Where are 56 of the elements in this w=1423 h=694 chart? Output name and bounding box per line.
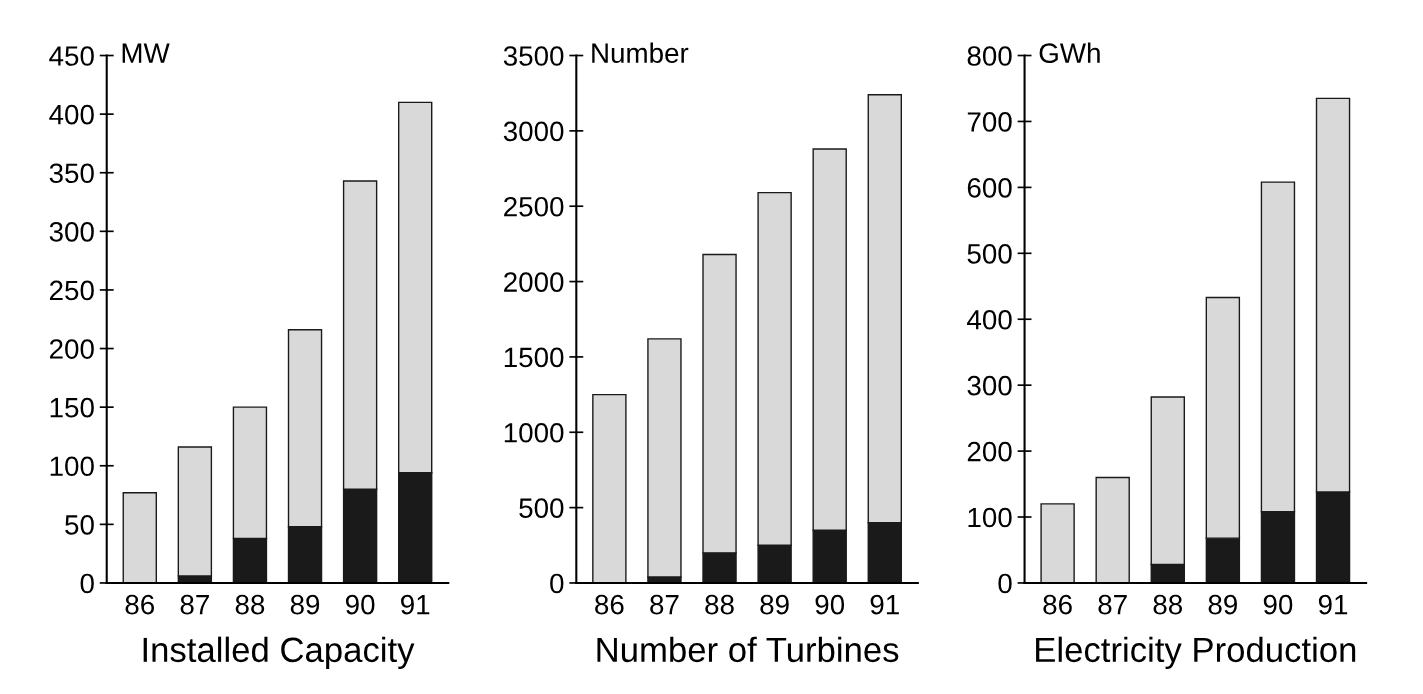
bar	[1040, 503, 1075, 583]
y-tick-label: 100	[968, 507, 1012, 528]
x-tick-label: 88	[235, 594, 265, 615]
x-tick-label: 90	[1263, 594, 1293, 615]
y-tick-label: 100	[50, 456, 94, 477]
y-tick-label: 1000	[504, 422, 564, 443]
x-tick-label: 87	[180, 594, 209, 615]
y-tick-label: 300	[967, 375, 1012, 396]
y-tick-label: 350	[49, 163, 94, 184]
y-tick-label: 3500	[503, 46, 564, 66]
y-tick-label: 500	[519, 498, 564, 518]
x-tick-label: 87	[1098, 594, 1127, 615]
y-tick-label: 0	[998, 573, 1012, 594]
x-tick-label: 88	[705, 594, 734, 615]
x-tick-label: 89	[1208, 594, 1237, 615]
bar	[122, 492, 157, 583]
y-tick-label: 0	[550, 573, 564, 594]
x-tick-label: 89	[760, 594, 789, 615]
bar	[592, 393, 627, 583]
bar	[1095, 476, 1130, 583]
x-axis-title: Number of Turbines	[597, 636, 899, 663]
x-tick-label: 86	[1043, 594, 1072, 615]
x-tick-label: 91	[870, 594, 899, 615]
y-tick-label: 400	[49, 104, 94, 125]
x-tick-label: 86	[595, 594, 624, 615]
x-tick-label: 91	[401, 594, 430, 615]
y-axis-title: Number	[592, 42, 689, 63]
y-tick-label: 450	[49, 46, 94, 66]
x-tick-label: 88	[1153, 594, 1183, 615]
y-tick-label: 200	[49, 339, 94, 359]
x-axis-title: Installed Capacity	[143, 636, 415, 669]
x-tick-label: 87	[650, 594, 679, 615]
y-tick-label: 500	[967, 243, 1012, 264]
y-tick-label: 400	[967, 309, 1012, 330]
x-tick-label: 86	[125, 594, 154, 615]
y-tick-label: 3000	[503, 121, 564, 142]
bar	[647, 338, 682, 578]
y-axis-title: MW	[122, 43, 170, 63]
y-tick-label: 800	[967, 46, 1012, 66]
y-tick-label: 0	[80, 573, 94, 594]
y-tick-label: 700	[967, 112, 1012, 132]
x-tick-label: 90	[815, 594, 845, 615]
y-tick-label: 200	[967, 441, 1012, 462]
y-tick-label: 2500	[504, 196, 564, 217]
y-tick-label: 2000	[504, 272, 564, 292]
y-tick-label: 250	[49, 280, 94, 301]
y-tick-label: 150	[50, 397, 94, 418]
y-axis-title: GWh	[1039, 42, 1100, 63]
y-tick-label: 1500	[504, 347, 564, 368]
y-tick-label: 600	[967, 178, 1012, 198]
y-tick-label: 300	[49, 222, 94, 242]
x-tick-label: 89	[290, 594, 320, 615]
x-axis-title: Electricity Production	[1036, 636, 1356, 669]
y-tick-label: 50	[65, 515, 94, 535]
x-tick-label: 91	[1318, 594, 1348, 615]
x-tick-label: 90	[345, 594, 375, 615]
